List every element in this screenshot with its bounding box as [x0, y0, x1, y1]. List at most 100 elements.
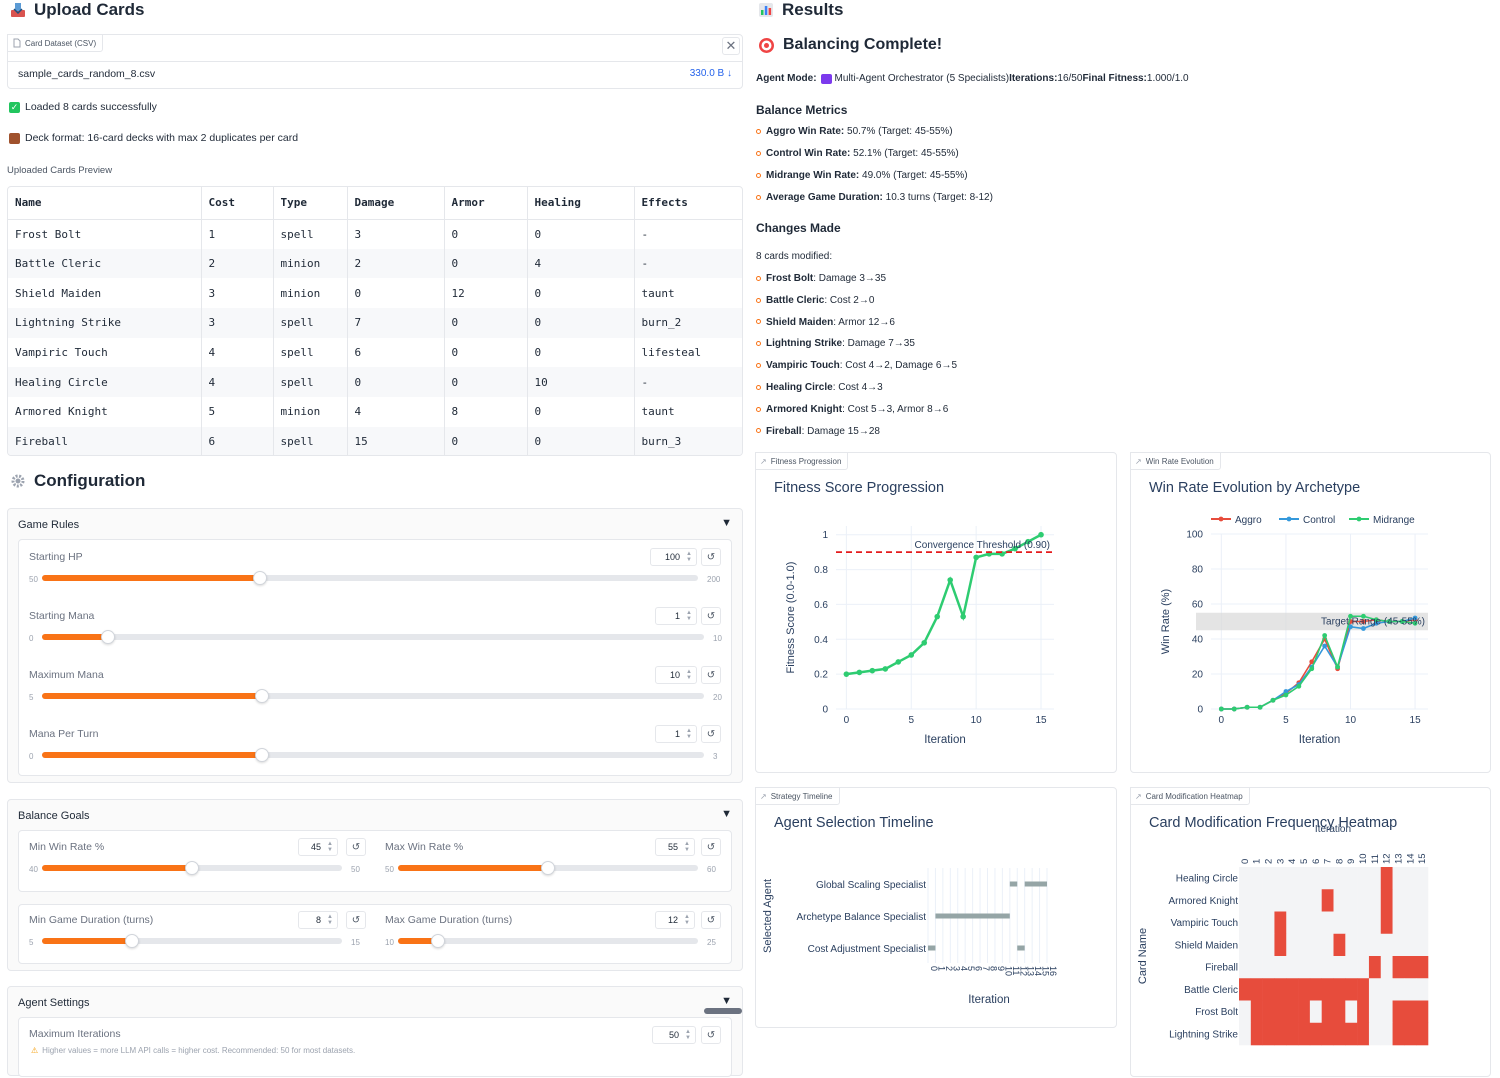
x-tick-label: 0	[1219, 715, 1225, 726]
number-input[interactable]: 55 ▲ ▼	[655, 838, 695, 856]
winrate-chart-title: Win Rate Evolution by Archetype	[1149, 480, 1361, 496]
slider-thumb[interactable]	[430, 934, 445, 948]
slider-thumb[interactable]	[541, 861, 555, 875]
table-cell: 0	[527, 426, 635, 455]
heatmap-cell	[1262, 911, 1275, 935]
reset-icon[interactable]: ↺	[701, 666, 721, 684]
number-input[interactable]: 45 ▲ ▼	[298, 838, 338, 856]
agent-settings-title[interactable]: Agent Settings	[18, 997, 90, 1009]
heatmap-cell	[1392, 933, 1405, 957]
slider-track[interactable]	[42, 571, 698, 585]
slider-min: 5	[29, 938, 34, 947]
balance-goals-title[interactable]: Balance Goals	[18, 810, 90, 822]
timeline-bar	[935, 913, 1010, 919]
reset-icon[interactable]: ↺	[701, 548, 721, 566]
max-iterations-input[interactable]: 50 ▲ ▼	[652, 1026, 696, 1044]
number-input[interactable]: 1 ▲ ▼	[655, 607, 697, 625]
column-header[interactable]: Armor	[444, 187, 528, 220]
reset-icon[interactable]: ↺	[346, 838, 366, 856]
table-cell: 8	[444, 397, 528, 427]
column-header[interactable]: Healing	[527, 187, 635, 220]
reset-icon[interactable]: ↺	[701, 1026, 721, 1044]
close-icon[interactable]: ✕	[722, 37, 740, 55]
heatmap-cell	[1321, 911, 1334, 935]
heatmap-cell	[1404, 1000, 1417, 1024]
column-header[interactable]: Type	[273, 187, 348, 220]
table-cell: 2	[201, 248, 274, 279]
file-size-download[interactable]: 330.0 B ↓	[689, 68, 732, 79]
table-cell: spell	[273, 426, 348, 455]
number-input[interactable]: 10 ▲ ▼	[655, 666, 697, 684]
data-point	[882, 666, 889, 672]
heatmap-cell	[1345, 978, 1358, 1001]
table-cell: minion	[273, 397, 348, 427]
complete-title: Balancing Complete!	[783, 36, 943, 53]
column-header[interactable]: Damage	[347, 187, 445, 220]
slider-track[interactable]	[42, 861, 342, 875]
slider-track[interactable]	[42, 689, 704, 703]
heatmap-cell	[1262, 867, 1275, 890]
table-cell: Battle Cleric	[8, 248, 202, 279]
slider-fill	[42, 865, 192, 871]
resize-handle[interactable]	[704, 1008, 742, 1014]
column-header[interactable]: Effects	[634, 187, 742, 220]
table-cell: burn_3	[634, 426, 742, 455]
reset-icon[interactable]: ↺	[701, 838, 721, 856]
bullet-icon	[756, 428, 761, 434]
slider-thumb[interactable]	[125, 934, 139, 948]
reset-icon[interactable]: ↺	[701, 725, 721, 743]
number-input[interactable]: 100 ▲ ▼	[650, 548, 697, 566]
slider-track[interactable]	[42, 934, 342, 948]
bullet-icon	[756, 384, 761, 390]
column-header[interactable]: Cost	[201, 187, 274, 220]
collapse-triangle-icon[interactable]: ▼	[721, 808, 732, 820]
duration-panel: Min Game Duration (turns) 8 ▲ ▼ ↺ 5 15 Max Game…	[18, 904, 732, 964]
heatmap-cell	[1357, 978, 1370, 1001]
slider-track[interactable]	[42, 630, 704, 644]
number-input[interactable]: 12 ▲ ▼	[655, 911, 695, 929]
heatmap-cell	[1274, 867, 1287, 890]
x-tick-label: 15	[1035, 715, 1047, 726]
slider-min: 10	[385, 938, 394, 947]
heatmap-cell	[1321, 1022, 1334, 1046]
game-rules-title[interactable]: Game Rules	[18, 519, 80, 531]
upload-header: Upload Cards	[10, 0, 145, 20]
file-upload[interactable]: Card Dataset (CSV) ✕ sample_cards_random…	[7, 34, 743, 89]
number-input[interactable]: 1 ▲ ▼	[655, 725, 697, 743]
heatmap-cell	[1239, 1000, 1252, 1024]
slider-thumb[interactable]	[255, 748, 270, 762]
reset-icon[interactable]: ↺	[346, 911, 366, 929]
column-header[interactable]: Name	[8, 187, 202, 220]
heatmap-cell	[1309, 911, 1322, 935]
bullet-icon	[756, 128, 761, 134]
collapse-triangle-icon[interactable]: ▼	[721, 995, 732, 1007]
heatmap-cell	[1368, 1000, 1382, 1024]
heatmap-cell	[1298, 1022, 1311, 1046]
slider-track[interactable]	[42, 748, 704, 762]
data-point	[856, 669, 863, 676]
data-point	[869, 667, 876, 674]
heatmap-cell	[1286, 1022, 1299, 1046]
collapse-triangle-icon[interactable]: ▼	[721, 517, 732, 529]
heatmap-cell	[1321, 956, 1334, 979]
heatmap-cell	[1416, 867, 1429, 890]
bullet-icon	[756, 363, 761, 369]
number-input[interactable]: 8 ▲ ▼	[298, 911, 338, 929]
slider-thumb[interactable]	[255, 689, 270, 703]
reset-icon[interactable]: ↺	[701, 607, 721, 625]
heatmap-cell	[1380, 911, 1393, 935]
list-item: Midrange Win Rate: 49.0% (Target: 45-55%…	[756, 170, 968, 181]
heatmap-cell	[1380, 978, 1393, 1001]
slider-thumb[interactable]	[185, 861, 199, 875]
slider-thumb[interactable]	[101, 630, 116, 644]
heatmap-cell	[1274, 1000, 1287, 1024]
heatmap-cell	[1357, 1000, 1370, 1024]
reset-icon[interactable]: ↺	[701, 911, 721, 929]
slider-track[interactable]	[398, 934, 698, 948]
slider-thumb[interactable]	[253, 571, 268, 585]
data-point	[1399, 619, 1405, 624]
slider-track[interactable]	[398, 861, 698, 875]
bullet-icon	[756, 319, 761, 325]
